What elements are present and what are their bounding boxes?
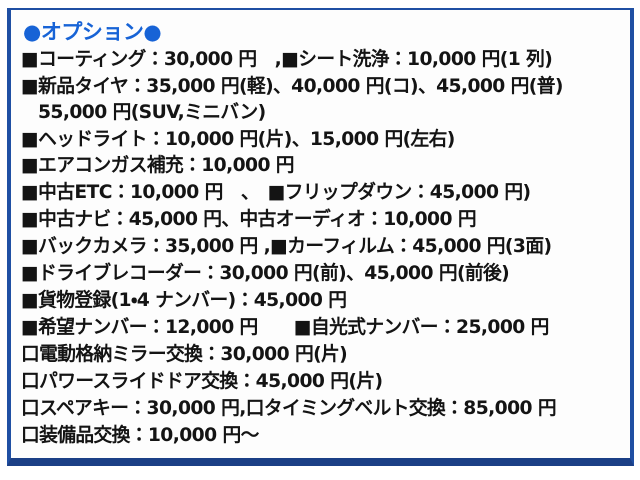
option-line-drive-recorder: ■ドライブレコーダー：30,000 円(前)、45,000 円(前後) [21, 262, 510, 284]
option-line-cargo-registration: ■貨物登録(1・4 ナンバー)：45,000 円 [21, 289, 347, 311]
option-line-power-slide-door: 口パワースライドドア交換：45,000 円(片) [21, 370, 383, 392]
page-title: ●オプション● [23, 20, 162, 44]
option-line-power-mirror: 口電動格納ミラー交換：30,000 円(片) [21, 343, 348, 365]
option-line-spare-key-timing-belt: 口スペアキー：30,000 円,口タイミングベルト交換：85,000 円 [21, 397, 557, 419]
option-line-coating-seat-cleaning: ■コーティング：30,000 円 ,■シート洗浄：10,000 円(1 列) [21, 48, 553, 70]
option-line-new-tires-suv: 55,000 円(SUV,ミニバン) [38, 101, 266, 123]
option-line-used-navi-audio: ■中古ナビ：45,000 円、中古オーディオ：10,000 円 [21, 208, 477, 230]
option-price-panel-inner: ●オプション● ■コーティング：30,000 円 ,■シート洗浄：10,000 … [21, 22, 624, 454]
option-line-desired-number-illuminated: ■希望ナンバー：12,000 円 ■自光式ナンバー：25,000 円 [21, 316, 549, 338]
option-line-headlight: ■ヘッドライト：10,000 円(片)、15,000 円(左右) [21, 128, 455, 150]
option-line-aircon-gas: ■エアコンガス補充：10,000 円 [21, 154, 295, 176]
option-line-used-etc-flipdown: ■中古ETC：10,000 円 、 ■フリップダウン：45,000 円) [21, 181, 531, 203]
option-line-new-tires: ■新品タイヤ：35,000 円(軽)、40,000 円(コ)、45,000 円(… [21, 75, 563, 97]
option-price-panel: ●オプション● ■コーティング：30,000 円 ,■シート洗浄：10,000 … [7, 8, 634, 466]
option-line-equipment-replacement: 口装備品交換：10,000 円～ [21, 424, 259, 446]
option-line-back-camera-film: ■バックカメラ：35,000 円 ,■カーフィルム：45,000 円(3面) [21, 235, 552, 257]
